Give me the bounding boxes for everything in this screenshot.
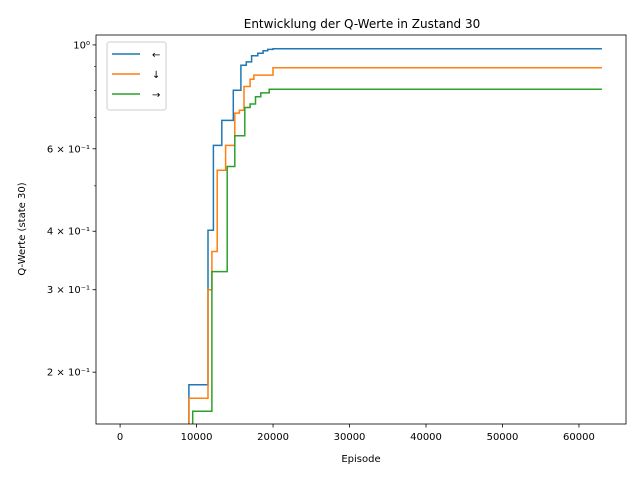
- series-line-3: [191, 88, 602, 424]
- series-line-1: [188, 48, 602, 424]
- y-tick-label: 6 × 10⁻¹: [47, 144, 90, 155]
- series-group: [188, 48, 602, 424]
- plot-frame: [95, 34, 627, 425]
- legend-label-3: →: [152, 90, 160, 101]
- legend-label-1: ←: [152, 50, 160, 61]
- x-axis-label: Episode: [341, 454, 380, 465]
- legend-box: [106, 41, 167, 111]
- legend: ← ↓ →: [106, 41, 167, 111]
- legend-label-2: ↓: [152, 70, 160, 81]
- x-tick-label: 20000: [257, 432, 289, 443]
- x-tick-label: 60000: [563, 432, 595, 443]
- y-tick-label: 3 × 10⁻¹: [47, 285, 90, 296]
- ticks-group: 0 10000 20000 30000 40000 50000 60000 2 × 10⁻¹ 3…: [47, 40, 595, 443]
- series-line-2: [188, 66, 602, 424]
- x-tick-label: 50000: [487, 432, 519, 443]
- chart-title: Entwicklung der Q-Werte in Zustand 30: [244, 17, 481, 31]
- x-tick-label: 30000: [334, 432, 366, 443]
- x-tick-label: 0: [117, 432, 123, 443]
- y-tick-label: 2 × 10⁻¹: [47, 368, 90, 379]
- y-tick-label: 10⁰: [73, 40, 90, 51]
- x-tick-label: 40000: [410, 432, 442, 443]
- y-tick-label: 4 × 10⁻¹: [47, 227, 90, 238]
- y-axis-label: Q-Werte (state 30): [17, 182, 28, 275]
- x-tick-label: 10000: [181, 432, 213, 443]
